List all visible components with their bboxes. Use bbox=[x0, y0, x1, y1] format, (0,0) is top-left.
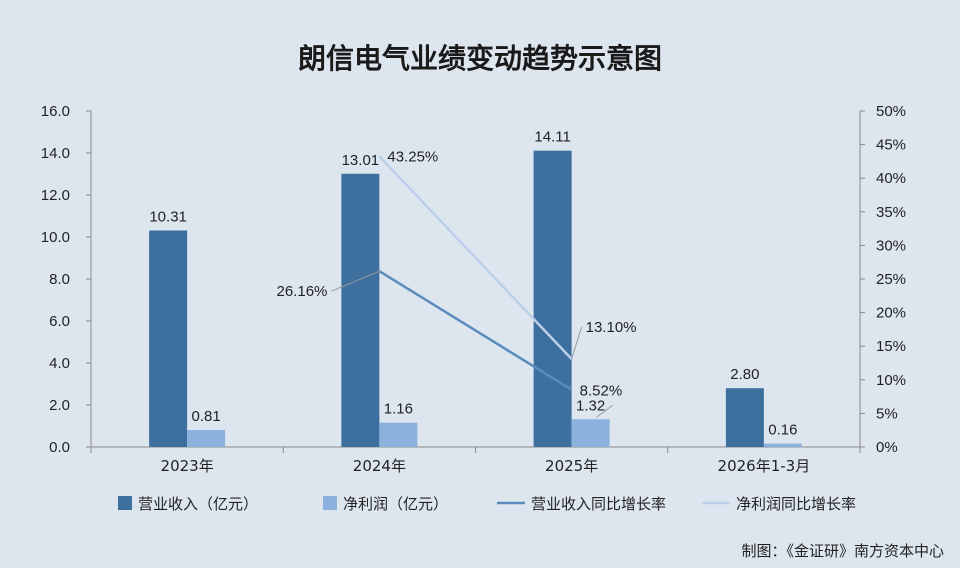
net-profit-bar bbox=[763, 443, 802, 447]
revenue-bar-label: 2.80 bbox=[730, 366, 759, 383]
revenue-growth-label: 8.52% bbox=[580, 383, 623, 400]
net-profit-bar bbox=[571, 419, 610, 447]
right-tick-label: 15% bbox=[876, 338, 906, 355]
chart-title: 朗信电气业绩变动趋势示意图 bbox=[298, 42, 662, 75]
legend: 营业收入（亿元） 净利润（亿元） 营业收入同比增长率 净利润同比增长率 bbox=[118, 495, 856, 513]
left-axis-ticks: 0.0 2.0 4.0 6.0 8.0 10.0 12.0 14.0 16.0 bbox=[41, 103, 91, 456]
net-profit-bar bbox=[187, 429, 226, 447]
right-tick-label: 35% bbox=[876, 204, 906, 221]
net-profit-bar bbox=[379, 422, 418, 447]
net-profit-bar-label: 0.81 bbox=[192, 408, 221, 425]
x-category-label: 2024年 bbox=[353, 457, 406, 475]
left-tick-label: 10.0 bbox=[41, 229, 70, 246]
legend-label: 净利润同比增长率 bbox=[736, 495, 856, 513]
net-profit-growth-line bbox=[378, 155, 573, 360]
revenue-bar-label: 14.11 bbox=[534, 129, 570, 146]
revenue-growth-line bbox=[378, 270, 573, 391]
revenue-bar-label: 10.31 bbox=[149, 208, 187, 225]
net-profit-bar-label: 0.16 bbox=[768, 422, 797, 439]
right-tick-label: 5% bbox=[876, 405, 898, 422]
credit-text: 制图：《金证研》南方资本中心 bbox=[741, 542, 944, 560]
left-tick-label: 6.0 bbox=[49, 313, 70, 330]
x-category-label: 2026年1-3月 bbox=[718, 457, 811, 475]
data-labels: 10.31 13.01 14.11 2.80 0.81 1.16 1.32 0.16 26.16… bbox=[149, 129, 797, 439]
net-profit-growth-label: 13.10% bbox=[586, 319, 637, 336]
legend-label: 净利润（亿元） bbox=[343, 495, 448, 513]
left-tick-label: 12.0 bbox=[41, 187, 70, 204]
left-tick-label: 8.0 bbox=[49, 271, 70, 288]
left-tick-label: 16.0 bbox=[41, 103, 70, 120]
category-labels: 2023年 2024年 2025年 2026年1-3月 bbox=[161, 457, 811, 475]
right-tick-label: 25% bbox=[876, 271, 906, 288]
right-tick-label: 10% bbox=[876, 372, 906, 389]
right-tick-label: 50% bbox=[876, 103, 906, 120]
net-profit-growth-label: 43.25% bbox=[387, 148, 438, 165]
revenue-bar bbox=[533, 150, 572, 447]
revenue-bar bbox=[341, 173, 380, 448]
legend-label: 营业收入（亿元） bbox=[138, 495, 258, 513]
bars bbox=[149, 150, 802, 448]
x-category-label: 2025年 bbox=[545, 457, 598, 475]
right-tick-label: 20% bbox=[876, 305, 906, 322]
x-category-label: 2023年 bbox=[161, 457, 214, 475]
right-tick-label: 30% bbox=[876, 237, 906, 254]
line-label-leader bbox=[331, 270, 380, 292]
revenue-bar bbox=[725, 388, 764, 447]
left-tick-label: 4.0 bbox=[49, 355, 70, 372]
left-tick-label: 0.0 bbox=[49, 439, 70, 456]
right-tick-label: 0% bbox=[876, 439, 898, 456]
legend-swatch bbox=[323, 496, 337, 510]
right-tick-label: 45% bbox=[876, 137, 906, 154]
line-label-leader bbox=[571, 326, 583, 360]
revenue-bar bbox=[149, 230, 188, 447]
net-profit-bar-label: 1.16 bbox=[384, 401, 413, 418]
bar-label-leader bbox=[596, 404, 613, 418]
net-profit-bar-label: 1.32 bbox=[576, 397, 605, 414]
left-tick-label: 14.0 bbox=[41, 145, 70, 162]
right-tick-label: 40% bbox=[876, 170, 906, 187]
legend-label: 营业收入同比增长率 bbox=[531, 495, 666, 513]
growth-lines bbox=[378, 155, 573, 391]
revenue-bar-label: 13.01 bbox=[342, 152, 380, 169]
legend-swatch bbox=[118, 496, 132, 510]
right-axis-ticks: 0% 5% 10% 15% 20% 25% 30% 35% 40% 45% 50% bbox=[860, 103, 906, 456]
revenue-growth-label: 26.16% bbox=[277, 283, 328, 300]
left-tick-label: 2.0 bbox=[49, 397, 70, 414]
